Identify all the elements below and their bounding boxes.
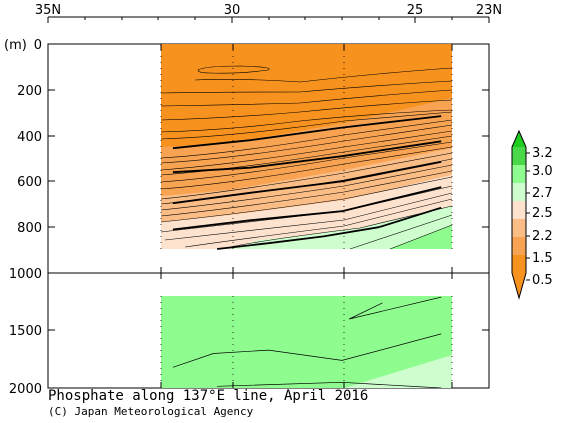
latitude-ticks (47, 17, 490, 23)
colorbar-label-0-5: 0.5 (532, 273, 553, 288)
thick-contour-line (172, 115, 442, 150)
depth-ticks (48, 43, 489, 331)
latitude-label-30: 30 (224, 3, 241, 18)
thin-contour-line (160, 164, 453, 211)
chart-credit: (C) Japan Meteorological Agency (48, 405, 254, 418)
thin-contour-line (160, 135, 453, 176)
thin-contour-line (160, 80, 453, 94)
lower-color-bands (344, 355, 452, 388)
colorbar-bin (512, 237, 526, 255)
colorbar-bin (512, 255, 526, 273)
colorbar-bin (512, 165, 526, 183)
thin-contours (160, 65, 453, 250)
colorbar-bin (512, 273, 526, 298)
thin-contour-line (194, 67, 453, 83)
lower-contour-line (348, 296, 442, 320)
lower-contour-line (172, 333, 442, 368)
thin-contour-line (164, 192, 453, 241)
latitude-label-23n: 23N (476, 3, 502, 18)
depth-label-1500: 1500 (9, 324, 42, 339)
lower-contours (172, 296, 442, 389)
thin-contour-line (229, 205, 453, 248)
depth-label-600: 600 (17, 175, 42, 190)
depth-axis-unit: (m) (4, 38, 27, 53)
thin-contour-line (160, 152, 453, 200)
thin-contour-line (160, 176, 453, 223)
thin-contour-line (160, 124, 453, 164)
thick-contour-line (172, 140, 442, 174)
thin-contour-line (160, 141, 453, 183)
colorbar-outline (511, 129, 527, 300)
colorbar-bin (512, 219, 526, 237)
thin-contour-line (197, 65, 270, 74)
colorbar-label-2-5: 2.5 (532, 206, 553, 221)
thick-contour-line (172, 186, 442, 231)
station-dotted-lines (160, 44, 453, 388)
colorbar-bin (512, 201, 526, 219)
depth-label-800: 800 (17, 221, 42, 236)
colorbar-label-3-2: 3.2 (532, 146, 553, 161)
thin-contour-line (160, 99, 453, 121)
thin-contour-line (160, 89, 453, 107)
band-2-5-2-7 (230, 206, 452, 249)
depth-labels: (m) 0 200 400 600 800 1000 1500 2000 (4, 38, 42, 397)
thin-contour-line (160, 119, 453, 159)
thin-contour-line (160, 130, 453, 171)
depth-label-2000: 2000 (9, 382, 42, 397)
station-ticks (160, 44, 453, 388)
colorbar-bin (512, 147, 526, 165)
chart-title: Phosphate along 137°E line, April 2016 (48, 388, 369, 404)
thick-contour-line (172, 161, 442, 205)
latitude-label-25: 25 (407, 3, 424, 18)
thin-contour-line (389, 224, 453, 250)
thin-contour-line (160, 111, 453, 140)
colorbar-bin (512, 183, 526, 201)
colorbar: 3.2 3.0 2.7 2.5 2.2 1.5 0.5 (511, 129, 553, 300)
thin-contour-line (184, 198, 453, 248)
thick-contours (172, 115, 442, 250)
thick-contour-line (216, 206, 442, 250)
depth-label-1000: 1000 (9, 267, 42, 282)
depth-label-200: 200 (17, 84, 42, 99)
latitude-labels: 35N 30 25 23N (35, 3, 502, 18)
latitude-label-35n: 35N (35, 3, 61, 18)
lower-contour-line (217, 381, 442, 389)
colorbar-label-3-0: 3.0 (532, 164, 553, 179)
thin-contour-line (160, 146, 453, 190)
thin-contour-line (160, 109, 453, 133)
thin-contour-line (349, 214, 453, 250)
colorbar-label-1-5: 1.5 (532, 251, 553, 266)
depth-label-400: 400 (17, 130, 42, 145)
thin-contour-line (160, 170, 453, 217)
band-lower-2-5-2-7 (344, 355, 452, 388)
colorbar-label-2-2: 2.2 (532, 229, 553, 244)
colorbar-label-2-7: 2.7 (532, 186, 553, 201)
depth-label-0: 0 (34, 38, 42, 53)
colorbar-bin (512, 131, 526, 147)
